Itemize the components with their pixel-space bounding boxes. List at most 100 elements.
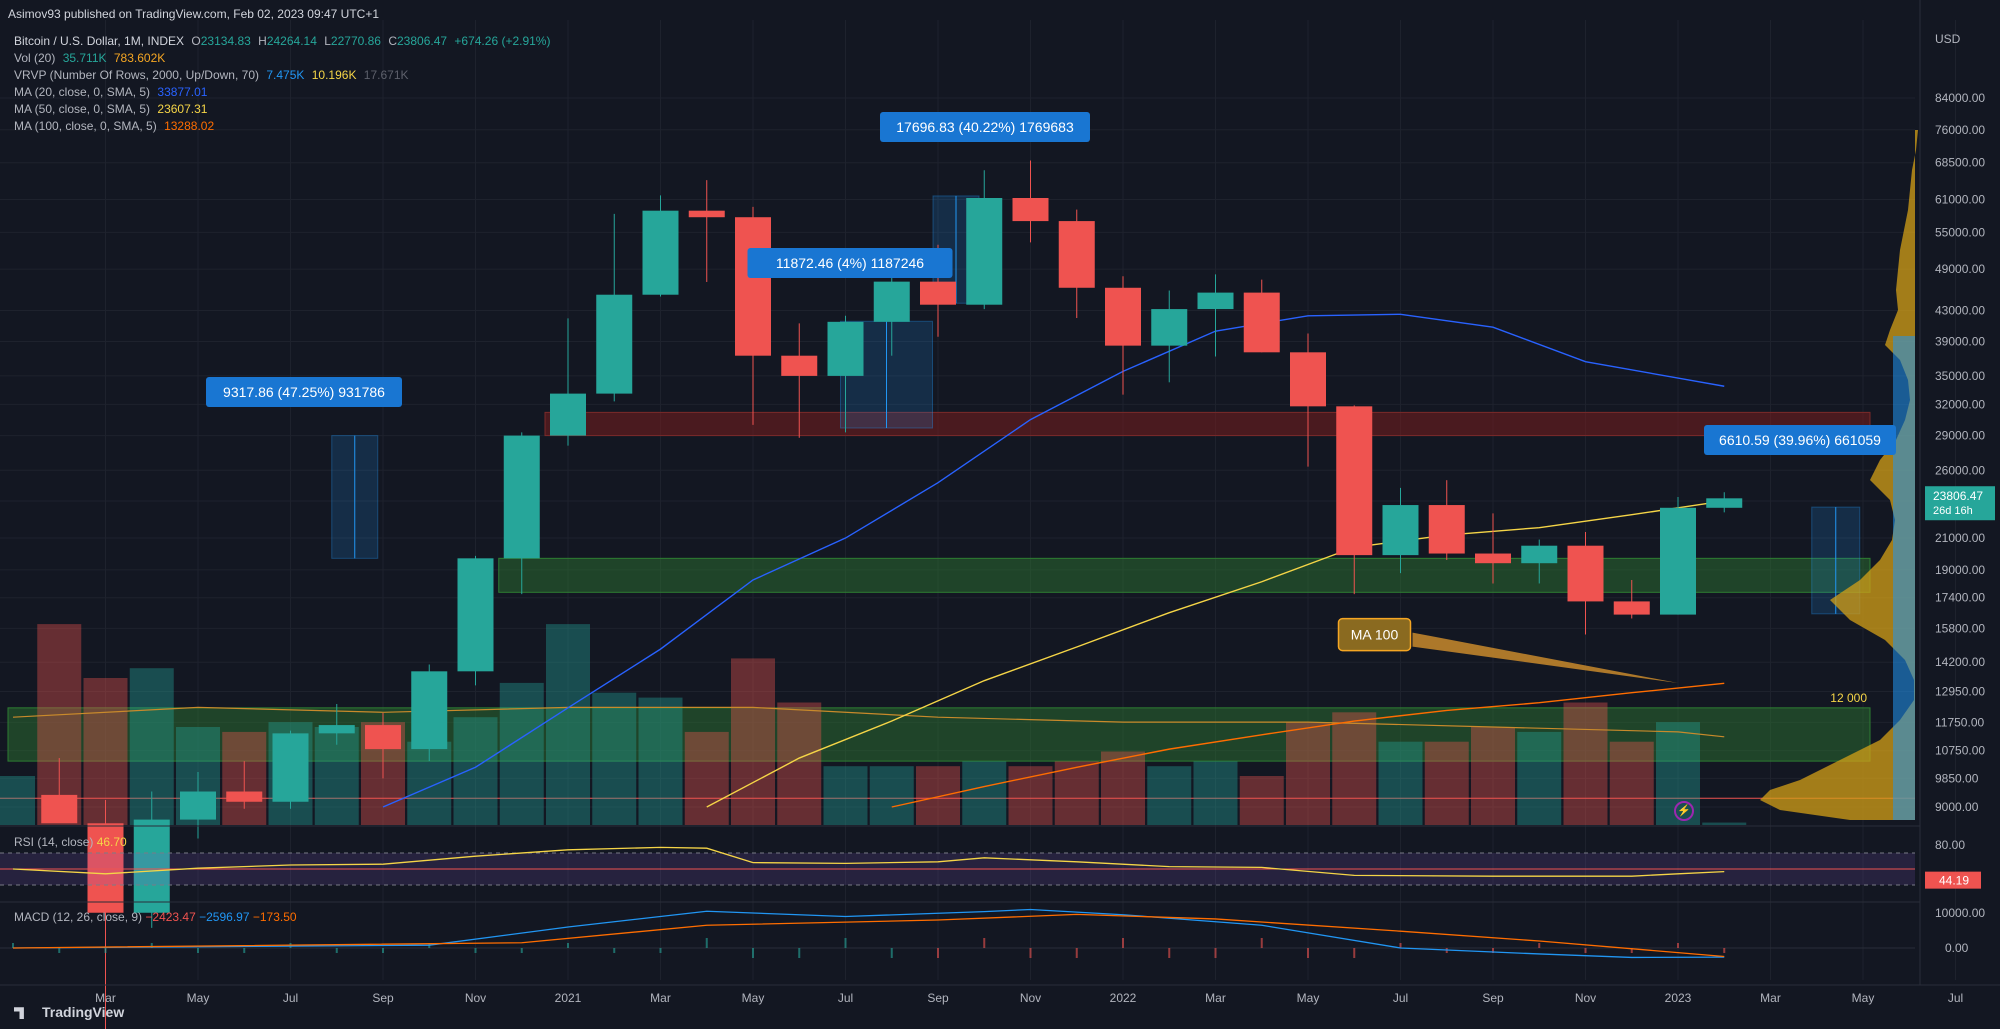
- volume-bar: [823, 766, 868, 825]
- price-tick-label: 11750.00: [1935, 715, 1984, 729]
- price-tick-label: 76000.00: [1935, 123, 1985, 137]
- volume-bar: [1101, 751, 1145, 825]
- time-tick-label: Sep: [927, 991, 949, 1005]
- measure-label-box: [747, 248, 953, 278]
- symbol-legend: Bitcoin / U.S. Dollar, 1M, INDEX O23134.…: [14, 34, 554, 48]
- candle-body: [41, 794, 78, 824]
- time-tick-label: Nov: [1020, 991, 1041, 1005]
- candle-body: [1521, 545, 1558, 564]
- candle-body: [920, 281, 956, 305]
- volume-bar: [1193, 761, 1238, 825]
- volume-bar: [916, 766, 960, 825]
- price-tick-label: 68500.00: [1935, 156, 1985, 170]
- candle-body: [1012, 198, 1049, 222]
- measure-label: 6610.59 (39.96%) 661059: [1719, 432, 1881, 448]
- macd-value-c: −173.50: [252, 910, 297, 924]
- time-tick-label: Mar: [650, 991, 671, 1005]
- time-tick-label: May: [1852, 991, 1875, 1005]
- time-tick-label: May: [742, 991, 765, 1005]
- candle-body: [503, 435, 540, 559]
- time-tick-label: 2022: [1110, 991, 1137, 1005]
- vrvp-value-area: [1893, 336, 1915, 820]
- vrvp-value-c: 17.671K: [363, 68, 409, 82]
- ohlc-change: +674.26 (+2.91%): [454, 34, 551, 48]
- volume-bar: [1424, 741, 1469, 825]
- macd-tick-label: 10000.00: [1935, 906, 1985, 920]
- ma100-value: 13288.02: [164, 119, 215, 133]
- ma50-legend: MA (50, close, 0, SMA, 5) 23607.31: [14, 102, 211, 116]
- ma100-callout-label: MA 100: [1351, 627, 1399, 643]
- ohlc-high-label: H: [258, 34, 267, 48]
- volume-bar: [453, 717, 498, 825]
- time-tick-label: 2023: [1665, 991, 1692, 1005]
- candle-body: [688, 210, 725, 218]
- price-tick-label: 61000.00: [1935, 193, 1985, 207]
- time-tick-label: May: [187, 991, 210, 1005]
- macd-tick-label: 0.00: [1945, 941, 1969, 955]
- macd-value-b: −2596.97: [199, 910, 250, 924]
- ma100-legend: MA (100, close, 0, SMA, 5) 13288.02: [14, 119, 218, 133]
- ma50-label: MA (50, close, 0, SMA, 5): [14, 102, 151, 116]
- candle-body: [1290, 352, 1326, 407]
- time-tick-label: Jul: [1948, 991, 1963, 1005]
- volume-bar: [1471, 727, 1515, 825]
- vol-label: Vol (20): [14, 51, 56, 65]
- countdown-value: 26d 16h: [1933, 505, 1973, 517]
- rsi-line: [12, 846, 1725, 877]
- vol-value-a: 35.711K: [62, 51, 107, 65]
- macd-value-a: −2423.47: [145, 910, 196, 924]
- lightning-icon[interactable]: ⚡: [1674, 801, 1694, 821]
- volume-bar: [1054, 761, 1099, 825]
- measure-label-box: [880, 112, 1090, 142]
- candle-body: [735, 217, 771, 356]
- candle-body: [1105, 287, 1141, 346]
- candle-body: [180, 791, 216, 820]
- ohlc-open: 23134.83: [200, 34, 251, 48]
- time-tick-label: Jul: [838, 991, 853, 1005]
- ohlc-high: 24264.14: [266, 34, 317, 48]
- price-tick-label: 26000.00: [1935, 463, 1985, 477]
- price-tick-label: 10750.00: [1935, 744, 1985, 758]
- volume-bar: [1609, 741, 1654, 825]
- ma100-line: [891, 682, 1725, 808]
- time-tick-label: Nov: [1575, 991, 1596, 1005]
- measure-label: 17696.83 (40.22%) 1769683: [896, 119, 1074, 135]
- price-tick-label: 12950.00: [1935, 684, 1985, 698]
- volume-bar: [499, 682, 544, 825]
- vrvp-value-a: 7.475K: [266, 68, 305, 82]
- last-price-value: 23806.47: [1933, 489, 1983, 503]
- vrvp-legend: VRVP (Number Of Rows, 2000, Up/Down, 70)…: [14, 68, 413, 82]
- time-tick-label: Mar: [95, 991, 116, 1005]
- time-tick-label: Nov: [465, 991, 486, 1005]
- volume-bar: [1239, 776, 1284, 825]
- candle-body: [1382, 505, 1419, 556]
- candle-body: [318, 725, 355, 734]
- volume-bar: [546, 624, 590, 825]
- volume-legend: Vol (20) 35.711K 783.602K: [14, 51, 169, 65]
- rsi-value: 46.70: [96, 835, 127, 849]
- candle-body: [87, 823, 124, 913]
- candle-body: [457, 558, 494, 672]
- ma100-label: MA (100, close, 0, SMA, 5): [14, 119, 157, 133]
- volume-bar: [1008, 766, 1053, 825]
- measure-label: 9317.86 (47.25%) 931786: [223, 384, 385, 400]
- vrvp-value-b: 10.196K: [311, 68, 357, 82]
- candle-body: [781, 355, 818, 376]
- volume-bar: [1378, 741, 1423, 825]
- time-tick-label: Sep: [1482, 991, 1504, 1005]
- time-tick-label: Mar: [1760, 991, 1781, 1005]
- ohlc-low: 22770.86: [330, 34, 381, 48]
- candle-body: [1475, 553, 1511, 564]
- rsi-legend: RSI (14, close) 46.70: [14, 835, 127, 849]
- price-tick-label: 39000.00: [1935, 335, 1985, 349]
- published-line: Asimov93 published on TradingView.com, F…: [8, 7, 380, 21]
- candle-body: [873, 281, 910, 322]
- candle-body: [642, 210, 679, 295]
- time-tick-label: Jul: [283, 991, 298, 1005]
- macd-line: [12, 908, 1725, 959]
- candle-body: [1660, 507, 1696, 615]
- ma100-callout-box: [1337, 617, 1412, 652]
- volume-bar: [592, 692, 637, 825]
- ohlc-close: 23806.47: [397, 34, 448, 48]
